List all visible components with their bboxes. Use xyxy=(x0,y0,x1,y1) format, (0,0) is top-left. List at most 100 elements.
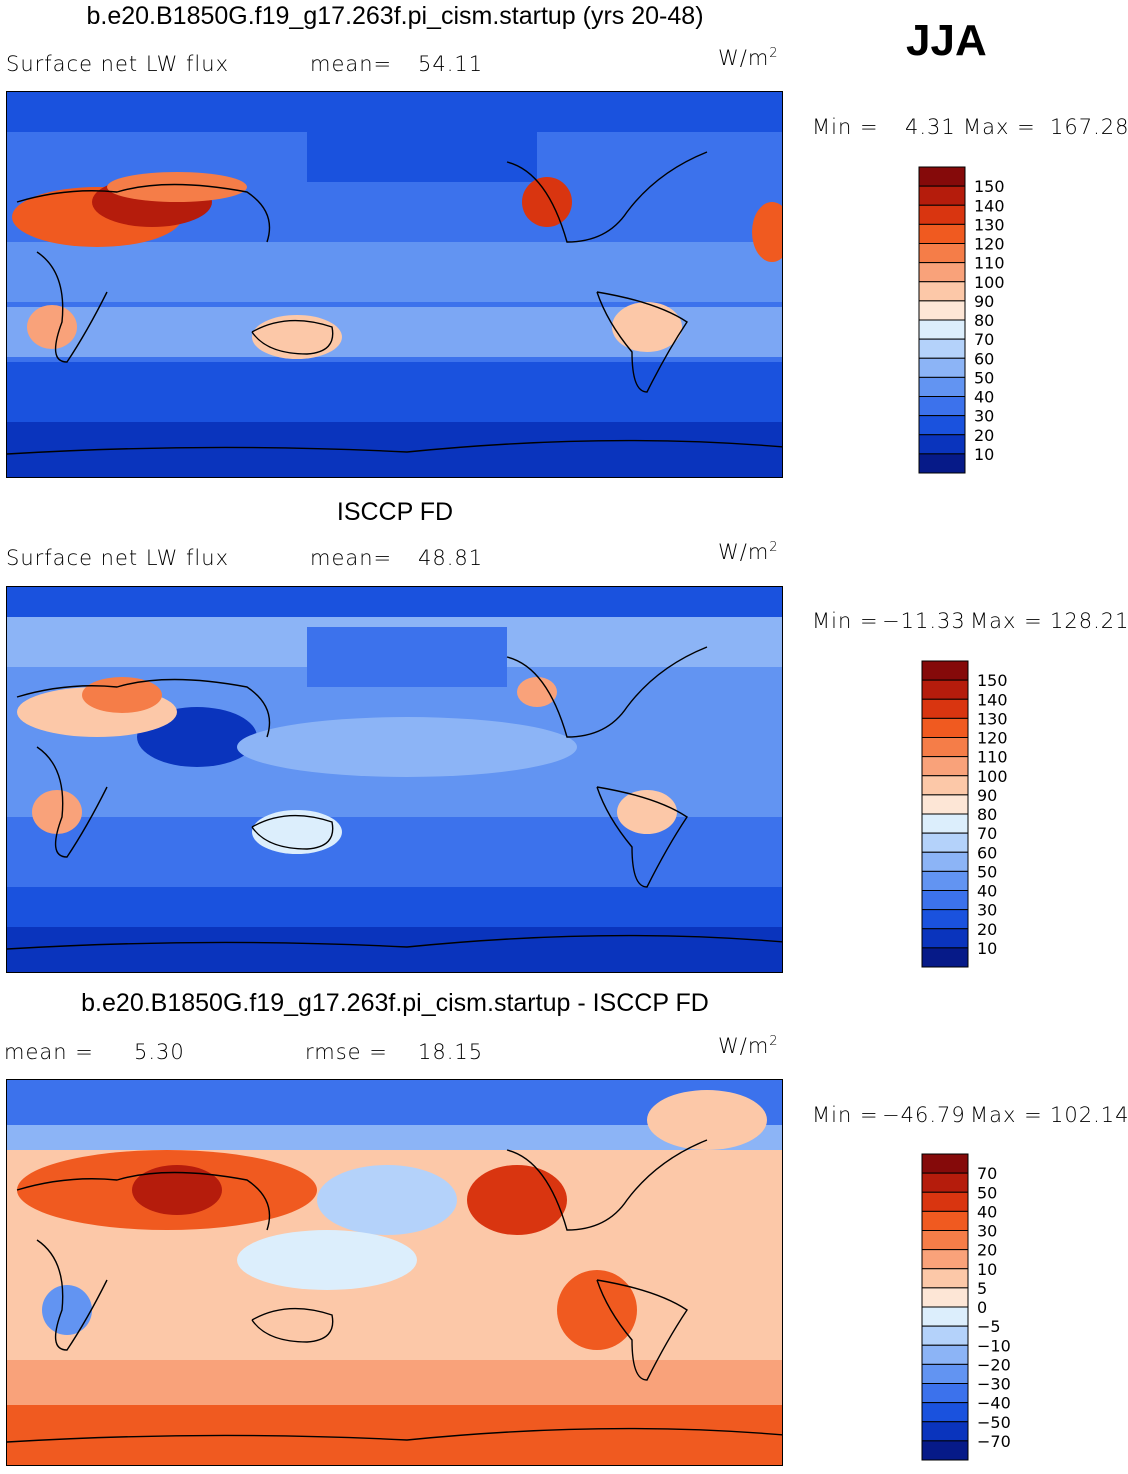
colorbar-label: 40 xyxy=(977,882,997,901)
colorbar-swatch-7 xyxy=(918,300,966,321)
colorbar-swatch-12 xyxy=(921,890,969,911)
panel3-rmse-label: rmse = xyxy=(305,1040,388,1064)
panel2-max-value: 128.21 xyxy=(1050,609,1128,633)
colorbar-label: 60 xyxy=(974,349,994,368)
colorbar-label: 20 xyxy=(977,920,997,939)
colorbar-label: 60 xyxy=(977,843,997,862)
colorbar-label: 100 xyxy=(974,273,1005,292)
colorbar-label: 120 xyxy=(977,729,1008,748)
panel1-min-label: Min = xyxy=(812,115,879,139)
colorbar-swatch-10 xyxy=(921,851,969,872)
colorbar-label: 100 xyxy=(977,767,1008,786)
panel3-region-npac xyxy=(317,1165,457,1235)
colorbar-swatch-4 xyxy=(921,737,969,758)
colorbar-swatch-10 xyxy=(921,1344,969,1365)
colorbar-label: −30 xyxy=(977,1375,1011,1394)
panel1-band-arctic xyxy=(7,92,782,132)
panel1-max-value: 167.28 xyxy=(1050,115,1128,139)
panel1-map xyxy=(6,91,783,478)
panel3-max-label: Max = xyxy=(970,1103,1043,1127)
colorbar-swatch-15 xyxy=(921,947,969,968)
panel3-region-africa-s xyxy=(42,1285,92,1335)
panel1-band-npac xyxy=(307,132,537,182)
colorbar-swatch-11 xyxy=(921,870,969,891)
colorbar-swatch-6 xyxy=(918,281,966,302)
colorbar-label: 10 xyxy=(974,445,994,464)
colorbar-label: 110 xyxy=(974,254,1005,273)
colorbar-swatch-12 xyxy=(918,396,966,417)
panel1-units: W/m2 xyxy=(718,46,779,70)
panel1-region-australia xyxy=(252,315,342,359)
panel1-mean-value: 54.11 xyxy=(418,52,484,76)
panel3-rmse-value: 18.15 xyxy=(418,1040,484,1064)
colorbar-swatch-6 xyxy=(921,775,969,796)
colorbar-label: −5 xyxy=(977,1317,1001,1336)
colorbar-label: 80 xyxy=(974,311,994,330)
panel3-mean-label: mean = xyxy=(4,1040,94,1064)
colorbar-swatch-1 xyxy=(921,679,969,700)
panel2-min-value: −11.33 xyxy=(882,609,966,633)
panel1-region-africa-s xyxy=(27,305,77,349)
colorbar-swatch-1 xyxy=(918,185,966,206)
panel1-variable-label: Surface net LW flux xyxy=(6,52,229,76)
colorbar-label: 70 xyxy=(974,330,994,349)
panel3-colorbar: 70 50 40 30 20 10 5 0 −5 −10 −20 −30 −40 −50 −70 xyxy=(921,1153,1041,1461)
panel2-band-npac xyxy=(307,627,507,687)
panel2-min-label: Min = xyxy=(812,609,879,633)
colorbar-swatch-0 xyxy=(921,660,969,681)
season-label: JJA xyxy=(906,16,987,65)
colorbar-swatch-13 xyxy=(918,415,966,436)
colorbar-swatch-13 xyxy=(921,909,969,930)
colorbar-label: 80 xyxy=(977,805,997,824)
panel3-units: W/m2 xyxy=(718,1034,779,1058)
colorbar-swatch-3 xyxy=(921,717,969,738)
colorbar-label: −70 xyxy=(977,1432,1011,1451)
panel3-title: b.e20.B1850G.f19_g17.263f.pi_cism.startu… xyxy=(81,989,709,1017)
colorbar-label: 20 xyxy=(974,426,994,445)
colorbar-label: 90 xyxy=(977,786,997,805)
panel1-title: b.e20.B1850G.f19_g17.263f.pi_cism.startu… xyxy=(86,2,704,30)
colorbar-label: 30 xyxy=(977,1222,997,1241)
panel2-region-australia xyxy=(252,810,342,854)
panel2-colorbar: 150 140 130 120 110 100 90 80 70 60 50 40 30 20 10 xyxy=(921,660,1041,968)
panel2-variable-label: Surface net LW flux xyxy=(6,546,229,570)
colorbar-label: 90 xyxy=(974,292,994,311)
colorbar-label: 70 xyxy=(977,824,997,843)
panel2-title: ISCCP FD xyxy=(336,498,454,526)
panel1-region-centralasia xyxy=(107,172,247,202)
panel1-max-label: Max = xyxy=(963,115,1036,139)
panel2-mean-value: 48.81 xyxy=(418,546,484,570)
colorbar-swatch-3 xyxy=(921,1210,969,1231)
colorbar-label: 10 xyxy=(977,939,997,958)
panel2-coastlines xyxy=(7,646,782,950)
colorbar-swatch-7 xyxy=(921,1287,969,1308)
panel3-map xyxy=(6,1079,783,1466)
panel2-units: W/m2 xyxy=(718,540,779,564)
panel3-band-southern xyxy=(7,1360,782,1405)
colorbar-swatch-5 xyxy=(921,1249,969,1270)
panel2-region-arabia xyxy=(82,677,162,713)
colorbar-swatch-4 xyxy=(918,243,966,264)
panel2-band-southern xyxy=(7,887,782,927)
panel1-map-svg xyxy=(7,92,782,477)
panel1-colorbar: 150 140 130 120 110 100 90 80 70 60 50 40 30 20 10 xyxy=(918,166,1038,474)
colorbar-swatch-15 xyxy=(921,1440,969,1461)
panel1-band-southern xyxy=(7,362,782,422)
panel1-region-eastatl xyxy=(752,202,782,262)
colorbar-swatch-13 xyxy=(921,1402,969,1423)
colorbar-swatch-14 xyxy=(921,1421,969,1442)
colorbar-label: 20 xyxy=(977,1241,997,1260)
colorbar-label: 130 xyxy=(977,709,1008,728)
panel1-region-westus xyxy=(522,177,572,227)
colorbar-swatch-2 xyxy=(921,1191,969,1212)
panel1-mean-label: mean= xyxy=(310,52,393,76)
panel2-band-arctic xyxy=(7,587,782,617)
colorbar-label: 130 xyxy=(974,215,1005,234)
colorbar-label: 120 xyxy=(974,235,1005,254)
panel3-region-wpac xyxy=(237,1230,417,1290)
panel2-map-svg xyxy=(7,587,782,972)
panel3-band-antarctic xyxy=(7,1405,782,1465)
colorbar-swatch-7 xyxy=(921,794,969,815)
panel3-min-value: −46.79 xyxy=(882,1103,966,1127)
panel1-coastlines xyxy=(7,151,782,455)
